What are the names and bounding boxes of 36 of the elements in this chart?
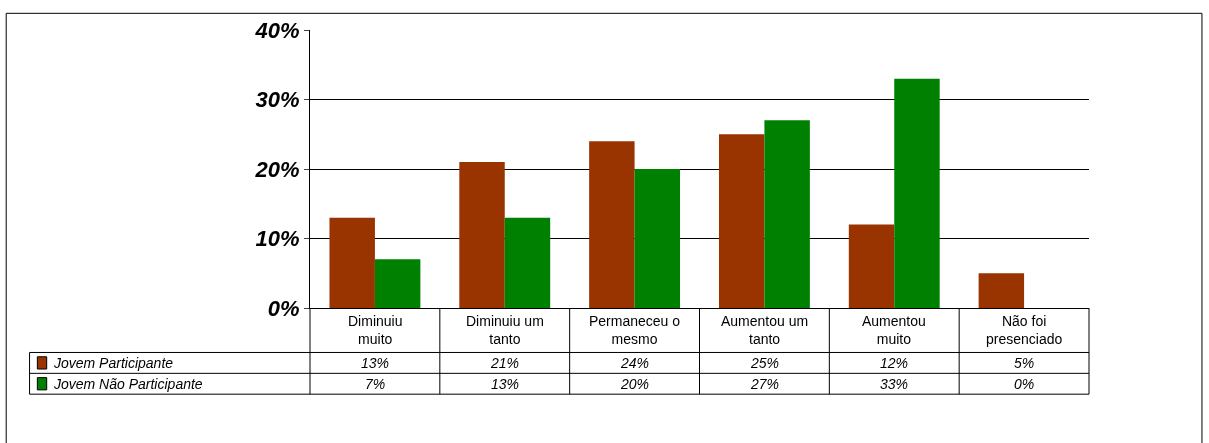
data-label: 13%: [491, 376, 520, 392]
x-tick-label: Diminuiu muito: [348, 313, 403, 348]
x-tick-label: Diminuiu um tanto: [466, 313, 544, 348]
bar: [978, 273, 1025, 308]
y-tick-label: 40%: [254, 17, 300, 43]
data-label: 0%: [1014, 376, 1035, 392]
bar: [718, 134, 765, 308]
data-label: 20%: [620, 376, 650, 392]
data-label: 13%: [361, 355, 390, 371]
bar: [374, 259, 421, 308]
x-tick-label: Não foi presenciado: [986, 313, 1063, 348]
legend-label: Jovem Participante: [53, 355, 174, 371]
data-label: 33%: [880, 376, 909, 392]
x-tick-label: Permaneceu o mesmo: [589, 313, 681, 348]
bar: [504, 217, 551, 308]
data-label: 27%: [750, 376, 780, 392]
bar: [764, 120, 810, 308]
y-tick-label: 20%: [254, 156, 300, 182]
x-tick-label: Aumentou um tanto: [721, 313, 809, 348]
y-tick-label: 0%: [267, 295, 300, 321]
bar: [848, 224, 895, 308]
y-tick-label: 10%: [255, 226, 300, 252]
y-tick-label: 30%: [255, 87, 300, 113]
data-label: 21%: [490, 355, 520, 371]
bar: [589, 141, 635, 308]
bar: [634, 169, 681, 308]
x-tick-label: Aumentou muito: [862, 313, 926, 348]
data-label: 24%: [620, 355, 650, 371]
bar: [329, 217, 375, 308]
bar: [894, 78, 940, 308]
data-label: 5%: [1014, 355, 1035, 371]
data-label: 12%: [880, 355, 909, 371]
legend-label: Jovem Não Participante: [53, 376, 203, 392]
bar: [459, 162, 505, 308]
data-label: 25%: [750, 355, 780, 371]
data-label: 7%: [365, 376, 386, 392]
